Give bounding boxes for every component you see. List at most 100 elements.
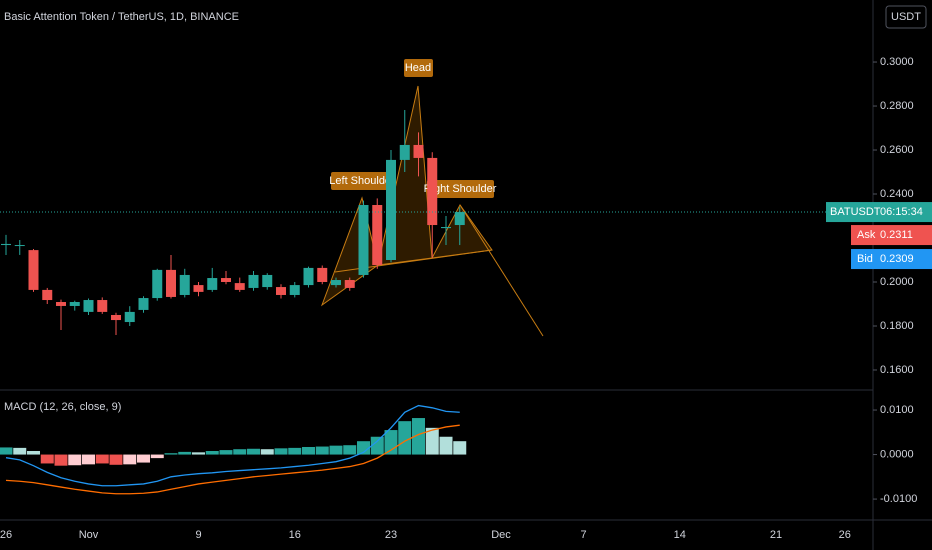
symbol-tag-box bbox=[826, 202, 932, 223]
ask-label: Ask bbox=[857, 229, 876, 241]
histogram-bar bbox=[274, 448, 288, 455]
histogram-bar bbox=[260, 449, 274, 455]
histogram-bar bbox=[425, 427, 439, 455]
annotation-box bbox=[331, 172, 393, 190]
candle-body bbox=[386, 159, 396, 260]
histogram-bar bbox=[288, 447, 302, 455]
histogram-bar bbox=[164, 453, 178, 455]
candle-body bbox=[179, 274, 190, 295]
histogram-bar bbox=[343, 445, 357, 455]
candle-body bbox=[207, 278, 218, 290]
candle-body bbox=[441, 227, 451, 229]
candle-body bbox=[1, 243, 11, 246]
histogram-bar bbox=[439, 436, 453, 455]
candle-body bbox=[344, 280, 355, 288]
histogram-bar bbox=[370, 436, 384, 455]
y-tick-label: 0.3000 bbox=[880, 56, 914, 68]
histogram-bar bbox=[233, 449, 247, 455]
ask-value: 0.2311 bbox=[880, 229, 913, 241]
annotation-box bbox=[427, 180, 494, 198]
x-tick-label: Nov bbox=[79, 529, 99, 541]
candle-body bbox=[454, 212, 465, 226]
candle-body bbox=[331, 280, 341, 286]
histogram-bar bbox=[150, 454, 164, 459]
y-tick-label: 0.0000 bbox=[880, 448, 914, 460]
bid-box bbox=[851, 249, 932, 270]
candle-body bbox=[234, 283, 245, 290]
histogram-bar bbox=[40, 454, 54, 464]
currency-button[interactable] bbox=[885, 5, 927, 29]
y-tick-label: 0.2800 bbox=[880, 100, 914, 112]
histogram-bar bbox=[109, 454, 123, 465]
histogram-bar bbox=[13, 447, 27, 455]
y-tick-label: 0.0100 bbox=[880, 404, 914, 416]
x-tick-label: 21 bbox=[770, 529, 782, 541]
candle-body bbox=[42, 289, 53, 301]
candle-body bbox=[97, 300, 108, 312]
x-tick-label: 26 bbox=[839, 529, 851, 541]
histogram-bar bbox=[54, 454, 68, 466]
histogram-bar bbox=[302, 446, 315, 455]
macd-title: MACD (12, 26, close, 9) bbox=[4, 401, 121, 413]
macd-line bbox=[5, 404, 460, 487]
bid-label: Bid bbox=[857, 253, 873, 265]
annotation: Left Shoulder bbox=[329, 175, 395, 187]
histogram-bar bbox=[247, 448, 260, 455]
histogram-bar bbox=[357, 441, 370, 455]
candle-body bbox=[193, 285, 204, 292]
histogram-bar bbox=[219, 450, 233, 455]
candle-body bbox=[138, 298, 149, 310]
x-tick-label: 16 bbox=[289, 529, 301, 541]
candle-body bbox=[358, 205, 369, 275]
target-line bbox=[459, 204, 544, 337]
x-tick-label: Dec bbox=[491, 529, 511, 541]
candle-body bbox=[166, 269, 176, 297]
candle-body bbox=[399, 144, 410, 160]
macd-line bbox=[5, 424, 460, 495]
candle-body bbox=[372, 205, 383, 266]
candle-body bbox=[14, 245, 25, 247]
candle-body bbox=[248, 274, 259, 288]
y-tick-label: -0.0100 bbox=[880, 493, 917, 505]
histogram-bar bbox=[384, 430, 398, 455]
x-tick-label: 7 bbox=[580, 529, 586, 541]
candle-body bbox=[124, 311, 135, 323]
histogram-bar bbox=[123, 454, 137, 465]
y-tick-label: 0.1800 bbox=[880, 320, 914, 332]
candle-body bbox=[111, 314, 121, 321]
candle-body bbox=[56, 302, 66, 306]
plot: 26 Nov 9 16 23 Dec 7 14 21 26 0.1600 0.1800 0.2000 0.… bbox=[0, 56, 932, 541]
histogram-bar bbox=[68, 454, 82, 466]
symbol-tag: BATUSDT bbox=[830, 206, 881, 218]
candle-body bbox=[28, 250, 39, 290]
candle-body bbox=[317, 267, 328, 282]
histogram-bar bbox=[137, 454, 150, 463]
x-tick-label: 23 bbox=[385, 529, 397, 541]
ask-box bbox=[851, 225, 932, 246]
candle-body bbox=[83, 300, 94, 312]
histogram-bar bbox=[398, 421, 412, 455]
histogram-bar bbox=[329, 445, 343, 455]
histogram-bar bbox=[82, 454, 95, 465]
countdown: 06:15:34 bbox=[880, 206, 923, 218]
x-tick-label: 26 bbox=[0, 529, 12, 541]
histogram-bar bbox=[95, 454, 109, 464]
y-tick-label: 0.1600 bbox=[880, 364, 914, 376]
y-tick-label: 0.2400 bbox=[880, 188, 914, 200]
candle-body bbox=[152, 269, 163, 299]
annotation: Head bbox=[405, 62, 431, 74]
candle-body bbox=[221, 278, 231, 282]
y-tick-label: 0.2600 bbox=[880, 144, 914, 156]
x-tick-label: 14 bbox=[674, 529, 686, 541]
candle-body bbox=[276, 287, 286, 295]
histogram-bar bbox=[192, 452, 205, 455]
bid-value: 0.2309 bbox=[880, 253, 914, 265]
candle-body bbox=[289, 285, 300, 295]
histogram-bar bbox=[27, 450, 40, 455]
histogram-bar bbox=[453, 441, 467, 455]
histogram-bar bbox=[315, 446, 329, 455]
histogram-bar bbox=[0, 447, 13, 455]
currency-label: USDT bbox=[891, 11, 921, 23]
